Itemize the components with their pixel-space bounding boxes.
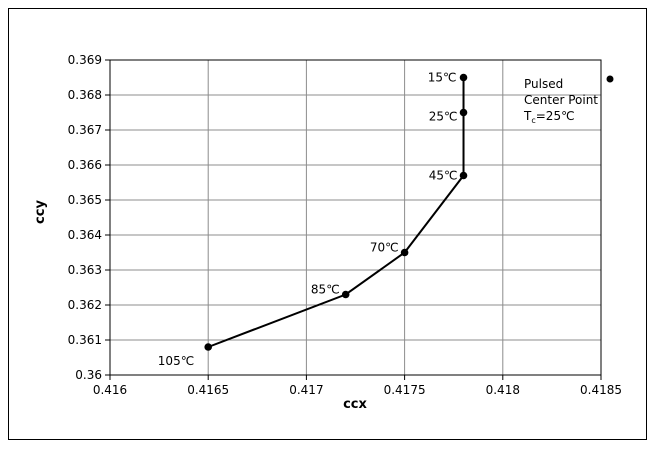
y-tick-label: 0.36 [75, 368, 102, 382]
data-label: 85℃ [311, 283, 340, 297]
series-line [207, 77, 465, 348]
x-tick-label: 0.418 [486, 383, 520, 397]
legend-tc-sub: c [531, 116, 535, 125]
y-tick-label: 0.363 [68, 263, 102, 277]
data-label: 105℃ [158, 354, 194, 368]
data-label: 15℃ [428, 71, 457, 85]
legend-line-1: Pulsed [524, 77, 563, 91]
x-tick-label: 0.4175 [384, 383, 426, 397]
y-tick-label: 0.366 [68, 158, 102, 172]
data-label: 25℃ [429, 110, 458, 124]
legend: Pulsed Center Point Tc=25℃ [523, 75, 614, 125]
y-tick-label: 0.368 [68, 88, 102, 102]
y-tick-label: 0.369 [68, 53, 102, 67]
legend-tc-main: T [523, 109, 532, 123]
y-tick-label: 0.364 [68, 228, 102, 242]
data-point [459, 108, 468, 117]
data-label: 70℃ [370, 241, 399, 255]
data-point [341, 290, 350, 299]
legend-tc-rest: =25℃ [536, 109, 575, 123]
legend-line-3: Tc=25℃ [523, 109, 575, 125]
legend-line-2: Center Point [524, 93, 598, 107]
y-tick-label: 0.367 [68, 123, 102, 137]
data-label: 45℃ [429, 169, 458, 183]
x-tick-label: 0.4185 [580, 383, 622, 397]
legend-marker [606, 75, 614, 83]
x-tick-label: 0.4165 [187, 383, 229, 397]
y-tick-label: 0.361 [68, 333, 102, 347]
y-tick-label: 0.365 [68, 193, 102, 207]
x-tick-label: 0.417 [289, 383, 323, 397]
x-tick-label: 0.416 [93, 383, 127, 397]
data-point [459, 171, 468, 180]
plot-area-frame [109, 59, 602, 376]
data-point [400, 248, 409, 257]
y-axis-label: ccy [33, 200, 48, 224]
y-tick-label: 0.362 [68, 298, 102, 312]
data-point [459, 73, 468, 82]
chart-outer-border [8, 8, 647, 440]
x-axis-label: ccx [343, 397, 367, 412]
data-point [204, 343, 212, 351]
